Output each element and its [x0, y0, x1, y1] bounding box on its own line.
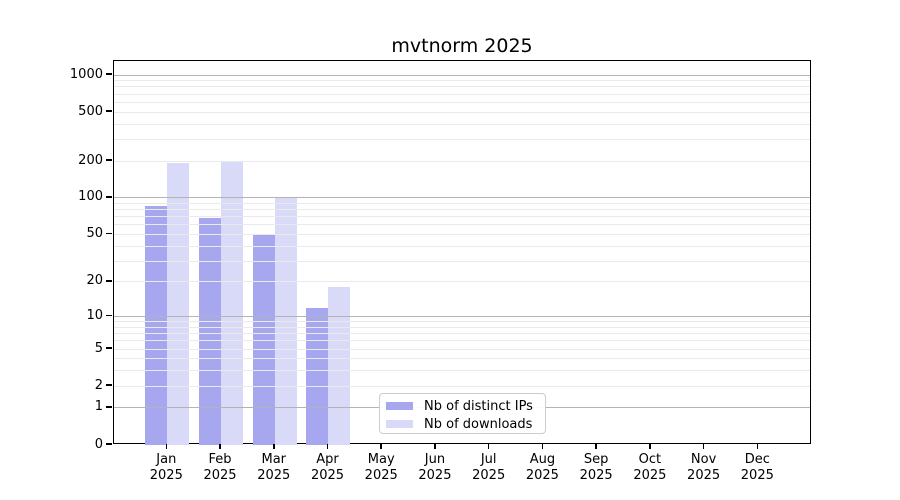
bar-nb-of-distinct-ips: [145, 206, 168, 445]
bar-nb-of-distinct-ips: [306, 307, 329, 445]
plot-area: [113, 60, 811, 445]
y-tick-label: 500: [78, 103, 103, 119]
y-tick: [106, 159, 112, 161]
gridline-major: [114, 197, 810, 199]
legend-item: Nb of downloads: [380, 415, 545, 433]
gridline-minor: [114, 80, 810, 82]
bar-nb-of-distinct-ips: [199, 218, 222, 445]
gridline-minor: [114, 111, 810, 113]
y-tick: [106, 384, 112, 386]
x-tick-label: Jun 2025: [418, 452, 452, 483]
x-tick-label: Nov 2025: [687, 452, 721, 483]
x-tick: [326, 444, 329, 449]
x-tick: [756, 444, 759, 449]
x-tick: [380, 444, 382, 449]
legend-label: Nb of downloads: [424, 416, 533, 432]
bar-nb-of-downloads: [328, 287, 351, 445]
legend-swatch-downloads: [386, 420, 413, 428]
x-tick: [434, 444, 436, 449]
y-tick-label: 1000: [69, 66, 103, 82]
y-tick: [106, 280, 112, 282]
y-tick: [106, 110, 112, 112]
legend-item: Nb of distinct IPs: [380, 397, 545, 415]
legend-label: Nb of distinct IPs: [424, 398, 533, 414]
gridline-minor: [114, 101, 810, 103]
y-tick-label: 5: [94, 340, 103, 356]
legend-swatch-distinct-ips: [386, 402, 413, 410]
y-tick: [106, 196, 112, 198]
y-tick: [106, 314, 112, 317]
y-tick: [106, 73, 112, 75]
x-tick-label: Mar 2025: [257, 452, 291, 483]
x-tick-label: May 2025: [364, 452, 398, 483]
x-tick-label: Jul 2025: [472, 452, 506, 483]
y-tick-label: 1: [94, 399, 103, 415]
bar-nb-of-downloads: [221, 162, 244, 445]
y-tick: [106, 232, 112, 235]
y-tick-label: 50: [86, 225, 103, 241]
chart-title: mvtnorm 2025: [391, 35, 533, 57]
gridline-minor: [114, 138, 810, 140]
x-tick: [272, 444, 275, 449]
y-tick-label: 10: [86, 308, 103, 324]
x-tick-label: Dec 2025: [740, 452, 774, 483]
x-tick-label: Aug 2025: [525, 452, 559, 483]
x-tick-label: Feb 2025: [203, 452, 237, 483]
x-tick: [649, 444, 651, 449]
x-tick: [541, 444, 544, 449]
y-tick-label: 20: [86, 273, 103, 289]
gridline-minor: [114, 86, 810, 88]
gridline-minor: [114, 216, 810, 218]
y-tick: [106, 347, 112, 349]
y-tick-label: 0: [94, 436, 103, 452]
y-tick-label: 2: [94, 377, 103, 393]
gridline-minor: [114, 93, 810, 95]
x-tick-label: Oct 2025: [633, 452, 667, 483]
bar-nb-of-downloads: [167, 163, 190, 445]
gridline-major: [114, 74, 810, 76]
bar-nb-of-downloads: [274, 197, 297, 445]
x-tick-label: Jan 2025: [149, 452, 183, 483]
x-tick: [219, 444, 221, 449]
x-tick-label: Apr 2025: [310, 452, 345, 483]
x-tick: [595, 444, 597, 449]
y-tick-label: 200: [78, 152, 103, 168]
y-tick-label: 100: [78, 189, 103, 205]
gridline-minor: [114, 123, 810, 125]
legend: Nb of distinct IPs Nb of downloads: [379, 393, 546, 434]
x-tick: [165, 444, 168, 449]
x-tick: [702, 444, 705, 449]
y-tick: [106, 443, 112, 445]
x-tick-label: Sep 2025: [579, 452, 613, 483]
x-tick: [487, 444, 490, 449]
y-tick: [106, 406, 112, 408]
gridline-minor: [114, 160, 810, 162]
gridline-minor: [114, 202, 810, 204]
bar-nb-of-distinct-ips: [252, 234, 275, 445]
gridline-minor: [114, 209, 810, 211]
